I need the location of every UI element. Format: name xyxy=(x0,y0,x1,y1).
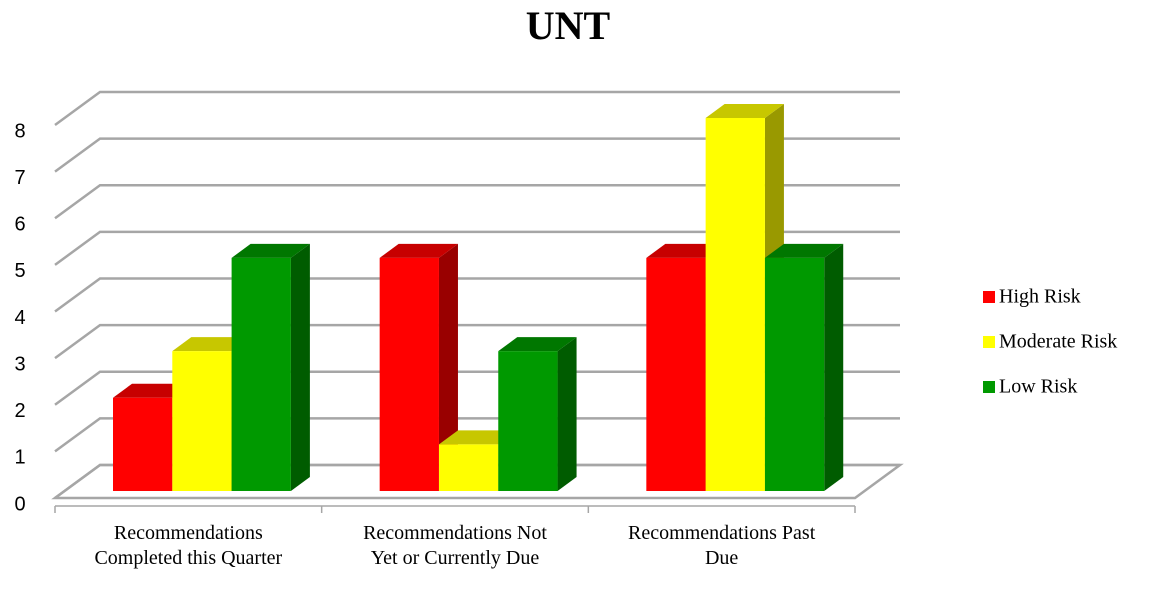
bar-front xyxy=(172,351,232,491)
bar-top xyxy=(764,243,844,258)
bar-front xyxy=(646,257,706,491)
legend-label: High Risk xyxy=(999,286,1081,308)
grid-line xyxy=(54,370,900,406)
bar xyxy=(231,243,310,491)
grid-line xyxy=(54,417,900,453)
legend-label: Moderate Risk xyxy=(999,331,1117,353)
y-tick-label: 2 xyxy=(14,400,25,422)
bar-top xyxy=(231,243,310,258)
y-tick-label: 5 xyxy=(14,260,25,282)
y-tick-label: 4 xyxy=(14,307,25,329)
bar-top xyxy=(705,104,784,118)
grid-line xyxy=(54,184,900,220)
bar-front xyxy=(705,118,765,491)
bar-top xyxy=(172,337,251,352)
bar-front xyxy=(438,444,499,491)
bar xyxy=(764,243,844,491)
y-tick-label: 6 xyxy=(14,214,25,236)
bar xyxy=(498,337,577,491)
legend-swatch xyxy=(983,336,995,348)
bar-side xyxy=(290,243,310,491)
bar-side xyxy=(557,337,577,491)
bar xyxy=(379,243,458,491)
x-tick-label: Recommendations Past Due xyxy=(628,522,816,569)
legend-swatch xyxy=(983,381,995,393)
bar-top xyxy=(646,243,725,258)
bar-top xyxy=(379,243,458,258)
bar-top xyxy=(438,430,518,445)
x-tick-label: Recommendations Completed this Quarter xyxy=(94,522,283,569)
grid-line xyxy=(54,463,900,500)
bar-front xyxy=(498,351,558,491)
bar-front xyxy=(764,257,825,491)
y-tick-label: 7 xyxy=(14,167,25,189)
y-tick-label: 3 xyxy=(14,353,25,375)
bar-side xyxy=(438,243,458,491)
grid-line xyxy=(54,230,900,266)
grid-line xyxy=(54,323,900,360)
bar-top xyxy=(498,337,577,352)
x-tick-label: Recommendations Not Yet or Currently Due xyxy=(363,522,547,569)
bar-front xyxy=(113,397,173,491)
grid-line xyxy=(54,137,900,173)
bar-front xyxy=(379,257,439,491)
bar-front xyxy=(231,257,291,491)
legend-swatch xyxy=(983,291,995,303)
y-tick-label: 1 xyxy=(14,447,25,469)
grid-line xyxy=(54,90,900,127)
chart-title: UNT xyxy=(526,3,611,48)
bar-side xyxy=(824,243,844,491)
bar-top xyxy=(113,383,192,398)
grid-line xyxy=(54,277,900,313)
legend-label: Low Risk xyxy=(999,376,1077,398)
y-tick-label: 0 xyxy=(14,493,25,515)
y-tick-label: 8 xyxy=(14,120,25,142)
